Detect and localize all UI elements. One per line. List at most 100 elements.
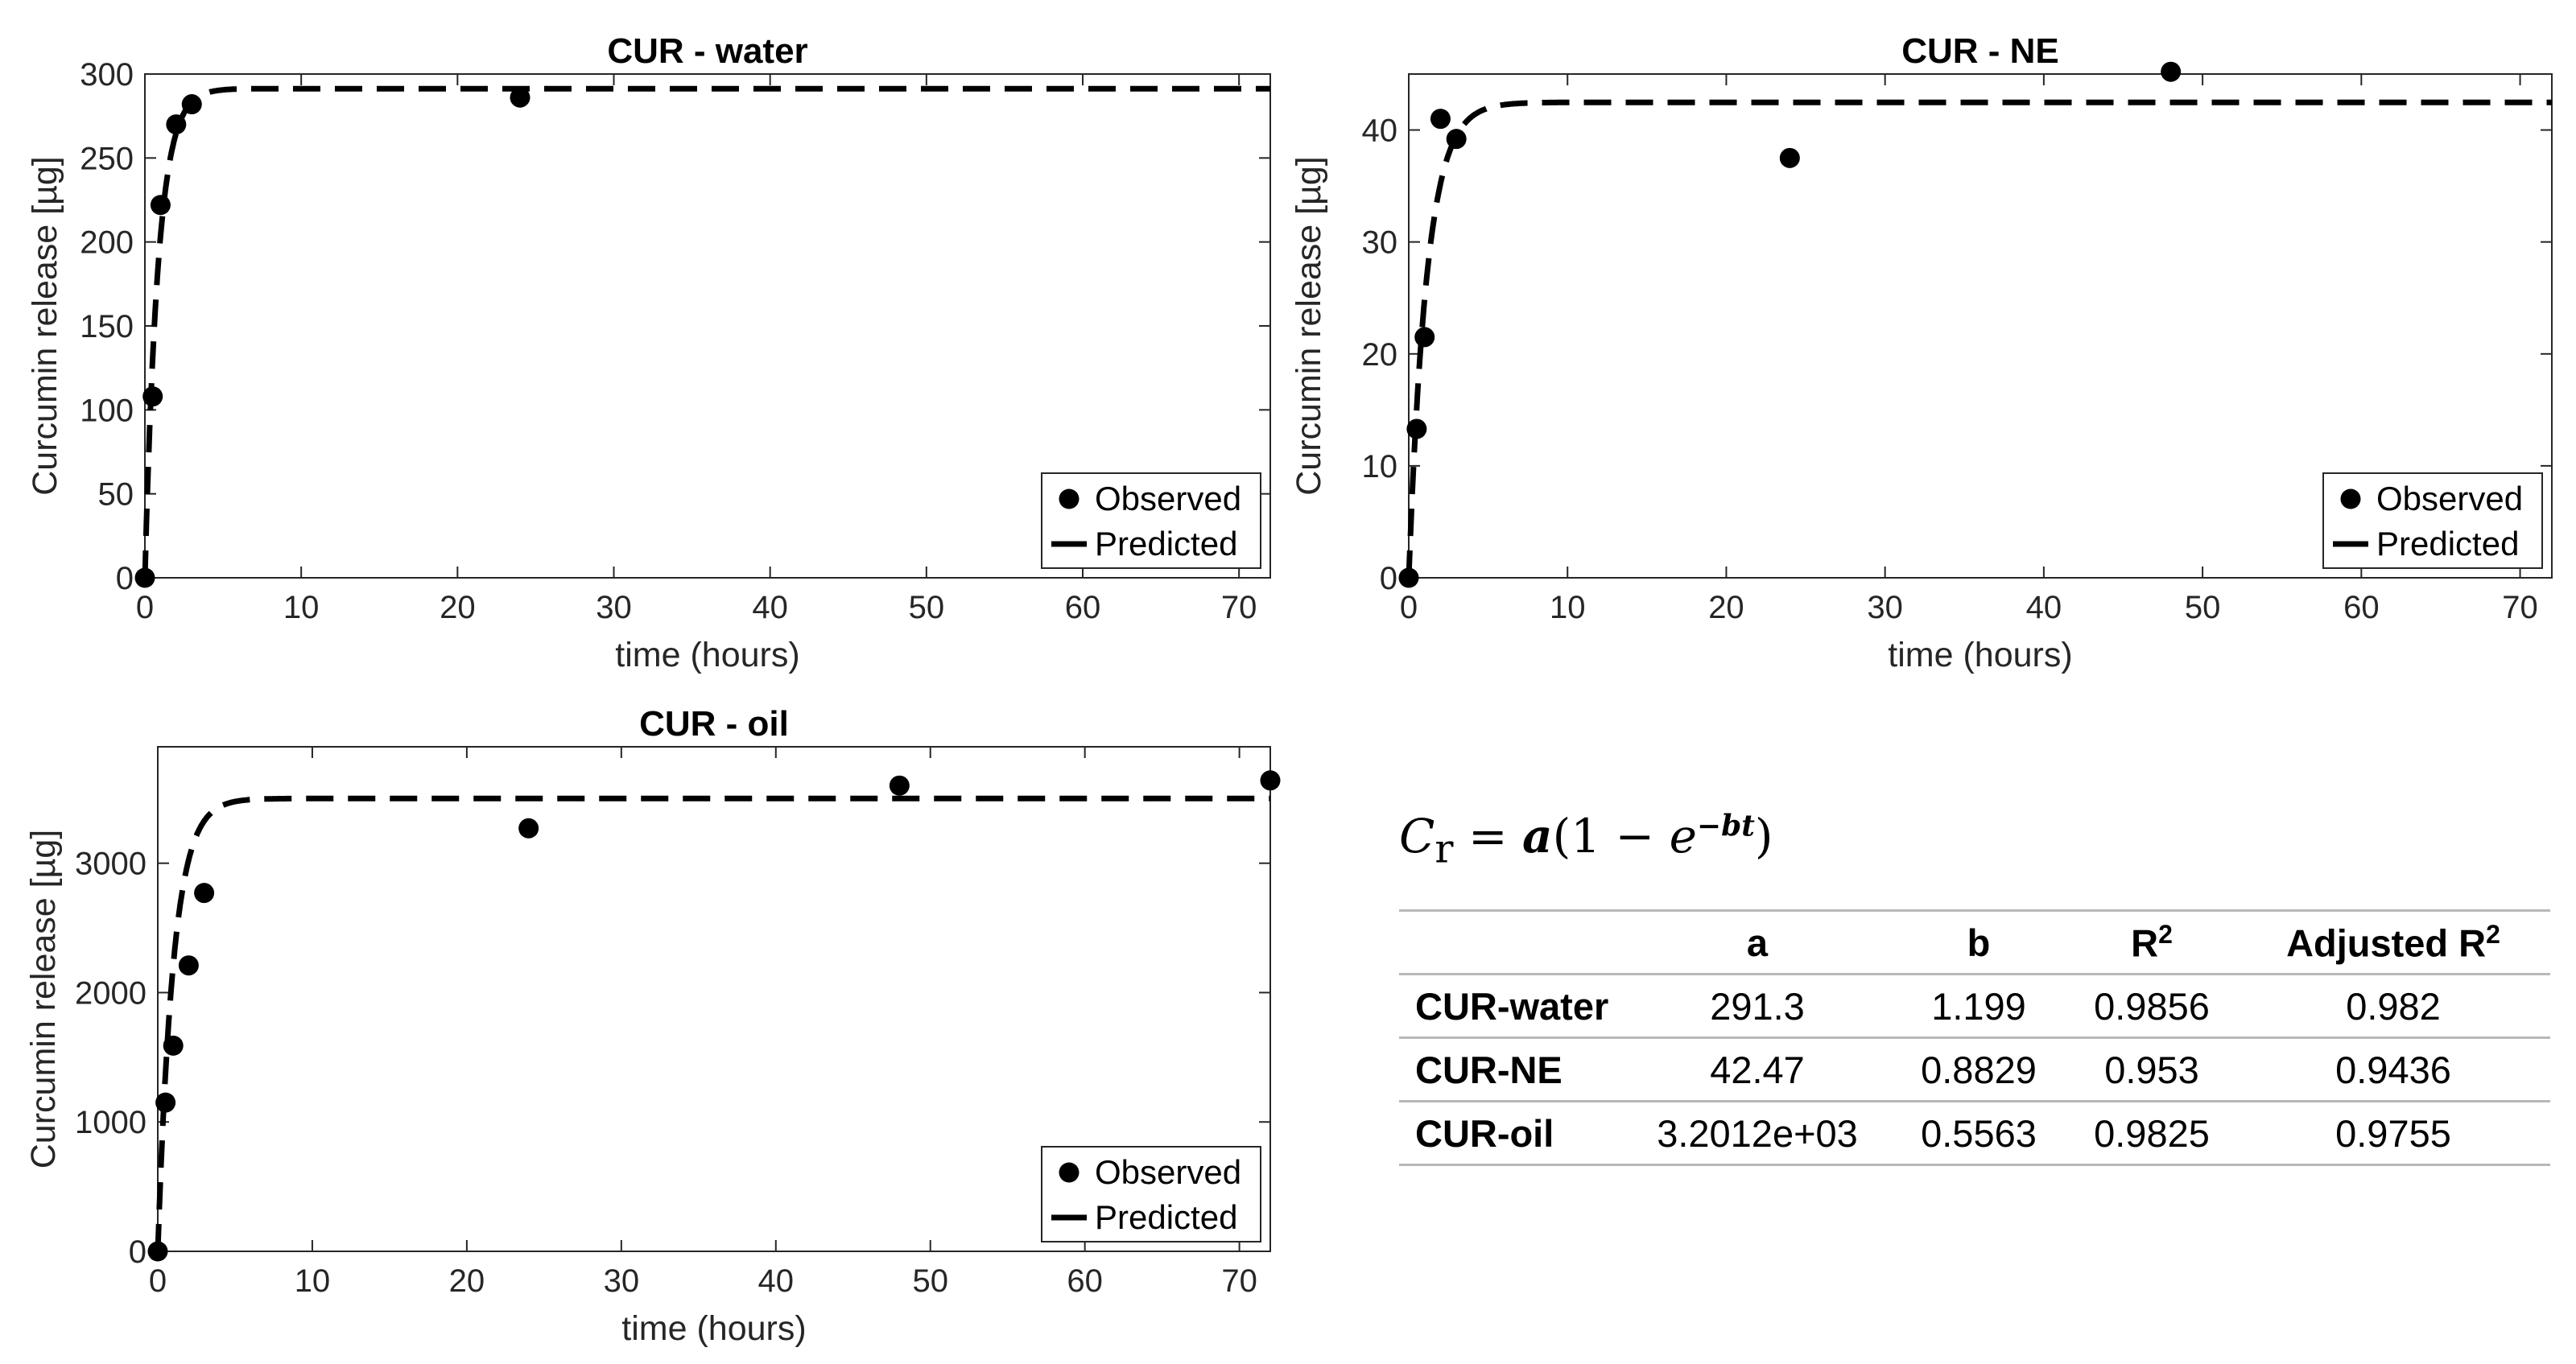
plot-frame [1408, 73, 2553, 579]
data-point-observed [166, 114, 187, 135]
row-label: CUR-oil [1399, 1101, 1624, 1166]
x-tick-label: 60 [1067, 1263, 1103, 1299]
x-axis-label: time (hours) [621, 1309, 806, 1348]
y-tick-label: 0 [129, 1234, 147, 1270]
x-tick-label: 70 [1221, 1263, 1257, 1299]
x-tick-label: 20 [440, 590, 476, 625]
y-axis-label: Curcumin release [µg] [24, 830, 63, 1169]
chart-title: CUR - NE [1901, 31, 2059, 71]
cell-a: 291.3 [1624, 974, 1890, 1039]
legend-box [1041, 472, 1261, 569]
x-tick-label: 10 [1550, 590, 1586, 625]
y-tick-label: 200 [80, 225, 134, 261]
data-point-observed [147, 1241, 168, 1262]
y-tick-label: 1000 [75, 1105, 147, 1140]
y-tick-label: 100 [80, 393, 134, 428]
data-point-observed [1430, 109, 1451, 130]
plot-frame [157, 746, 1271, 1252]
x-tick-label: 10 [295, 1263, 331, 1299]
table-row: CUR-water 291.3 1.199 0.9856 0.982 [1399, 974, 2550, 1039]
x-tick-label: 20 [449, 1263, 485, 1299]
cell-adjusted-r2: 0.9755 [2236, 1101, 2550, 1166]
chart-cur-ne: 0 10 20 30 40 50 60 70 0 10 20 30 40 CUR - NE time (ho… [1290, 31, 2553, 674]
cell-a: 42.47 [1624, 1037, 1890, 1102]
y-tick-label: 150 [80, 309, 134, 344]
y-axis-label: Curcumin release [µg] [1290, 156, 1328, 496]
x-tick-label: 30 [604, 1263, 640, 1299]
x-tick-label: 50 [2185, 590, 2221, 625]
x-tick-label: 30 [1867, 590, 1903, 625]
column-header-a: a [1624, 909, 1890, 975]
chart-title: CUR - oil [639, 704, 789, 744]
y-tick-label: 20 [1362, 337, 1398, 373]
data-point-observed [1406, 418, 1427, 439]
y-tick-label: 0 [116, 561, 134, 596]
y-tick-label: 2000 [75, 975, 147, 1011]
cell-r2: 0.9825 [2067, 1101, 2236, 1166]
x-tick-label: 40 [758, 1263, 795, 1299]
x-tick-label: 20 [1708, 590, 1744, 625]
legend-label-predicted: Predicted [1095, 525, 1237, 562]
data-point-observed [2161, 61, 2182, 82]
legend-marker-observed [2340, 488, 2361, 509]
column-header-adjusted-r2: Adjusted R2 [2236, 909, 2550, 975]
chart-title: CUR - water [607, 31, 807, 71]
cell-adjusted-r2: 0.982 [2236, 974, 2550, 1039]
y-tick-label: 30 [1362, 225, 1398, 261]
table-row: CUR-oil 3.2012e+03 0.5563 0.9825 0.9755 [1399, 1101, 2550, 1166]
y-tick-label: 10 [1362, 449, 1398, 484]
legend-label-observed: Observed [2376, 480, 2523, 517]
legend-label-observed: Observed [1095, 1153, 1241, 1191]
legend-box [2322, 472, 2543, 569]
y-tick-label: 40 [1362, 113, 1398, 149]
data-point-observed [889, 775, 910, 796]
legend-label-observed: Observed [1095, 480, 1241, 517]
x-tick-label: 60 [1065, 590, 1101, 625]
x-tick-label: 0 [1400, 590, 1418, 625]
data-point-observed [181, 94, 202, 115]
table-row: CUR-NE 42.47 0.8829 0.953 0.9436 [1399, 1037, 2550, 1102]
x-tick-label: 10 [283, 590, 320, 625]
legend-marker-observed [1059, 488, 1080, 509]
data-point-observed [178, 955, 199, 976]
legend-label-predicted: Predicted [2376, 525, 2519, 562]
x-axis-label: time (hours) [1888, 636, 2072, 674]
data-point-observed [1779, 147, 1800, 168]
x-tick-label: 30 [596, 590, 632, 625]
data-point-observed [163, 1035, 184, 1056]
legend-marker-observed [1059, 1162, 1080, 1183]
x-tick-label: 40 [752, 590, 788, 625]
x-tick-label: 50 [909, 590, 945, 625]
row-label: CUR-NE [1399, 1037, 1624, 1102]
cell-b: 0.8829 [1890, 1037, 2067, 1102]
column-header-b: b [1890, 909, 2067, 975]
column-header-label [1399, 909, 1624, 975]
series-line-predicted [155, 795, 1270, 1252]
x-axis-label: time (hours) [615, 636, 799, 674]
chart-cur-oil: 0 10 20 30 40 50 60 70 0 1000 2000 3000 CUR - oil tim… [24, 704, 1281, 1348]
y-tick-label: 0 [1380, 561, 1397, 596]
row-label: CUR-water [1399, 974, 1624, 1039]
data-point-observed [194, 883, 215, 904]
data-point-observed [142, 386, 163, 407]
cell-adjusted-r2: 0.9436 [2236, 1037, 2550, 1102]
column-header-r2: R2 [2067, 909, 2236, 975]
y-tick-label: 3000 [75, 847, 147, 882]
y-tick-label: 300 [80, 57, 134, 93]
cell-r2: 0.9856 [2067, 974, 2236, 1039]
data-point-observed [518, 818, 539, 839]
cell-r2: 0.953 [2067, 1037, 2236, 1102]
x-tick-label: 0 [149, 1263, 167, 1299]
data-point-observed [510, 87, 530, 108]
chart-cur-water: 0 10 20 30 40 50 60 70 0 50 100 150 200 250 300 CUR - w… [26, 31, 1271, 674]
data-point-observed [1260, 770, 1281, 791]
legend-box [1041, 1146, 1261, 1242]
fit-parameters-table: a b R2 Adjusted R2 CUR-water 291.3 1.199… [1399, 909, 2550, 1166]
data-point-observed [1446, 129, 1467, 150]
y-tick-label: 50 [98, 477, 134, 513]
cell-b: 0.5563 [1890, 1101, 2067, 1166]
model-equation: Cr = a(1 − e−bt) [1399, 809, 1773, 872]
data-point-observed [1414, 327, 1435, 348]
x-tick-label: 70 [2502, 590, 2538, 625]
